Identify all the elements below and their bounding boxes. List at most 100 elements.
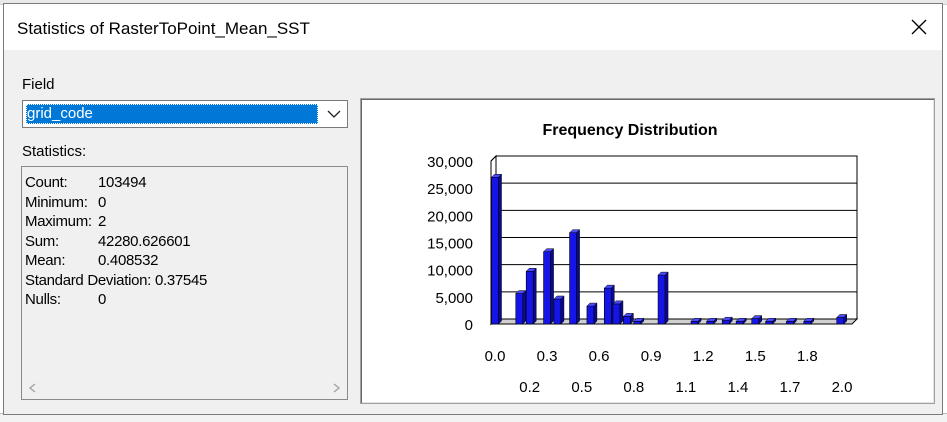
x-axis-ticks: 0.0 0.3 0.6 0.9 1.2 1.5 1.8 0.2 0.5 0.8 1.1 1.4 1.7 2… (485, 348, 853, 396)
stat-value: 2 (98, 213, 107, 230)
bar-front (735, 320, 744, 325)
bar-front (836, 317, 845, 325)
frequency-chart: Frequency Distribution 30,000 25,000 20,00… (427, 122, 859, 396)
bar-front (803, 320, 812, 325)
bar-side (560, 295, 565, 325)
bar-side (498, 173, 502, 325)
field-dropdown-value: grid_code (26, 104, 318, 124)
field-dropdown[interactable]: grid_code (22, 100, 348, 128)
bar-front (633, 320, 642, 325)
scroll-right-icon[interactable] (330, 382, 342, 394)
bar (706, 317, 718, 325)
bar-front (657, 274, 666, 325)
bar-front (525, 270, 534, 325)
y-tick-label: 5,000 (435, 290, 473, 307)
chart-title: Frequency Distribution (542, 122, 717, 139)
x-tick-label: 0.3 (537, 348, 558, 365)
bar (765, 317, 777, 325)
y-tick-label: 0 (465, 317, 473, 334)
x-tick-label: 0.2 (519, 379, 540, 396)
bar-side (593, 302, 598, 325)
x-tick-label: 0.0 (485, 348, 506, 365)
bar (622, 312, 634, 325)
bar (751, 314, 763, 325)
x-tick-label: 1.2 (693, 348, 714, 365)
bar-side (772, 317, 776, 325)
x-tick-label: 0.9 (641, 348, 662, 365)
bar-front (515, 293, 524, 325)
bar (525, 267, 537, 325)
bar-side (550, 248, 554, 325)
stat-name: Mean: (25, 252, 66, 269)
bar (542, 248, 555, 325)
statistics-textbox[interactable]: Count: 103494 Minimum: 0 Maximum: 2 Sum: 422… (21, 166, 348, 400)
bar-side (843, 313, 848, 325)
bar-side (630, 312, 634, 325)
chevron-down-icon[interactable] (321, 101, 347, 127)
y-tick-label: 25,000 (427, 181, 473, 198)
bar (836, 313, 848, 325)
bar-front (491, 177, 499, 325)
y-tick-label: 30,000 (427, 154, 473, 171)
stat-value: 0 (98, 193, 107, 211)
bar (690, 317, 702, 325)
bar-front (603, 287, 612, 325)
y-axis-ticks: 30,000 25,000 20,000 15,000 10,000 5,000 0 (427, 154, 473, 334)
stat-value: 42280.626601 (98, 232, 191, 250)
bar (490, 173, 503, 325)
stat-name: Standard Deviation: (25, 271, 152, 289)
bar (515, 289, 527, 325)
bar (785, 317, 798, 325)
close-button[interactable] (896, 4, 942, 50)
stat-value: 0.37545 (154, 271, 208, 289)
bar-side (532, 267, 537, 325)
x-tick-label: 1.4 (727, 379, 748, 396)
bar-side (793, 317, 797, 325)
bar-side (619, 300, 624, 325)
bar-side (664, 271, 669, 325)
bar-side (810, 317, 815, 325)
bar-front (623, 316, 631, 325)
title-bar: Statistics of RasterToPoint_Mean_SST (4, 4, 942, 50)
stat-name: Maximum: (25, 213, 92, 230)
bar-front (721, 319, 730, 325)
statistics-label: Statistics: (22, 143, 87, 160)
stat-value: 0.408532 (98, 252, 159, 269)
bar-side (729, 316, 733, 325)
x-tick-label: 0.8 (623, 379, 644, 396)
bar (803, 317, 815, 325)
bar-side (697, 317, 702, 325)
scroll-left-icon[interactable] (27, 382, 39, 394)
field-label: Field (22, 76, 55, 93)
bar-side (576, 229, 580, 325)
x-tick-label: 1.1 (675, 379, 696, 396)
stat-value: 0 (98, 291, 107, 308)
x-tick-label: 0.6 (589, 348, 610, 365)
bar-front (786, 320, 794, 325)
stat-row-mean: Mean: 0.408532 (25, 251, 207, 271)
y-tick-label: 10,000 (427, 263, 473, 280)
bar-front (553, 298, 562, 325)
bar (553, 295, 565, 325)
bar (633, 317, 645, 325)
bar-front (586, 305, 595, 325)
bar (735, 317, 747, 325)
bar (721, 316, 733, 325)
x-tick-label: 2.0 (832, 379, 853, 396)
bar-front (706, 320, 714, 325)
bar-side (713, 317, 717, 325)
y-tick-label: 20,000 (427, 208, 473, 225)
stat-row-nulls: Nulls: 0 (25, 290, 207, 310)
stat-row-standard-deviation: Standard Deviation: 0.37545 (25, 271, 207, 291)
bar-front (751, 318, 760, 325)
bar-front (543, 251, 551, 325)
stat-name: Nulls: (25, 291, 61, 308)
bar-side (742, 317, 747, 325)
x-tick-label: 1.8 (797, 348, 818, 365)
statistics-dialog: Statistics of RasterToPoint_Mean_SST Fie… (3, 3, 943, 415)
horizontal-scrollbar[interactable] (23, 379, 346, 398)
bar-side (640, 317, 645, 325)
bar-side (522, 289, 527, 325)
frequency-chart-panel: Frequency Distribution 30,000 25,000 20,00… (360, 98, 935, 404)
x-tick-label: 1.7 (780, 379, 801, 396)
